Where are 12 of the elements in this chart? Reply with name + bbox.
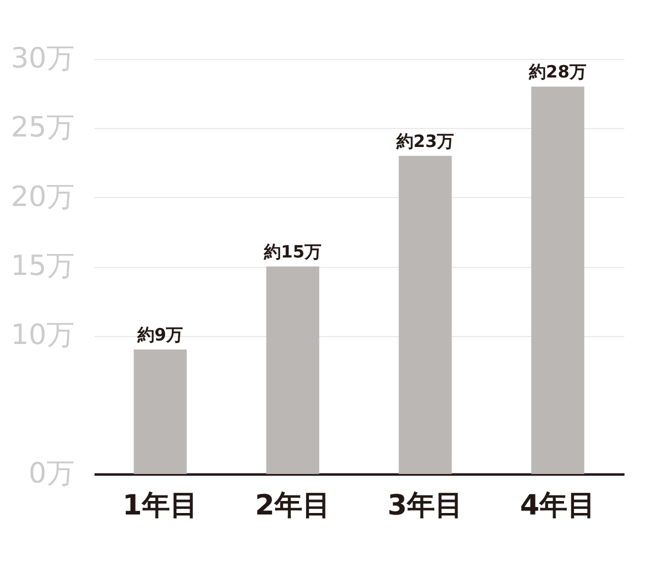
bar <box>531 86 584 474</box>
data-label: 約9万 <box>136 326 184 346</box>
bar <box>134 350 187 474</box>
data-label: 約15万 <box>262 242 322 262</box>
x-tick-label: 3年目 <box>388 488 463 522</box>
x-tick-label: 1年目 <box>122 488 198 522</box>
x-tick-label: 2年目 <box>255 488 330 522</box>
data-label: 約28万 <box>528 62 587 83</box>
bar <box>398 156 452 474</box>
bar <box>266 266 320 474</box>
data-label: 約23万 <box>395 132 454 152</box>
x-tick-label: 4年目 <box>520 488 596 522</box>
